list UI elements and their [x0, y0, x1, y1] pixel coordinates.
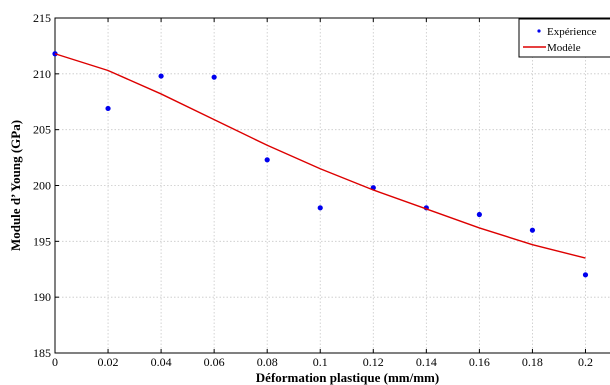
y-tick-label: 200	[33, 179, 51, 193]
x-tick-label: 0.02	[98, 355, 119, 369]
x-tick-label: 0	[52, 355, 58, 369]
experience-point	[158, 73, 164, 79]
y-tick-label: 210	[33, 67, 51, 81]
x-tick-label: 0.06	[204, 355, 225, 369]
x-tick-label: 0.08	[257, 355, 278, 369]
legend-box	[518, 18, 610, 58]
y-tick-label: 205	[33, 123, 51, 137]
experience-point	[529, 227, 536, 233]
x-tick-label: 0.2	[578, 355, 593, 369]
experience-point	[317, 205, 323, 211]
axis-ticks: 0 0.02 0.04 0.06 0.08 0.1 0.12 0.14 0.16 0.18 0.2 1…	[33, 11, 593, 369]
model-line	[54, 53, 586, 259]
experience-point	[582, 272, 589, 278]
series-layer	[52, 51, 589, 278]
x-tick-label: 0.16	[469, 355, 490, 369]
experience-point	[476, 211, 482, 218]
y-tick-label: 215	[33, 11, 51, 25]
y-tick-label: 185	[33, 346, 51, 360]
experience-point	[264, 157, 270, 163]
y-tick-label: 190	[33, 290, 51, 304]
experience-point	[105, 105, 111, 112]
legend-marker-experience	[537, 29, 541, 33]
x-axis-label: Déformation plastique (mm/mm)	[256, 370, 439, 385]
x-tick-label: 0.18	[522, 355, 543, 369]
experience-point	[211, 74, 217, 80]
x-tick-label: 0.1	[313, 355, 328, 369]
x-tick-label: 0.04	[151, 355, 172, 369]
legend-label-model: Modèle	[547, 42, 581, 54]
x-tick-label: 0.12	[363, 355, 384, 369]
x-tick-label: 0.14	[416, 355, 437, 369]
y-axis-label: Module d’ Young (GPa)	[8, 120, 23, 251]
legend: Expérience Modèle	[518, 18, 610, 58]
grid	[55, 18, 610, 353]
y-tick-label: 195	[33, 234, 51, 248]
legend-label-experience: Expérience	[547, 26, 597, 38]
